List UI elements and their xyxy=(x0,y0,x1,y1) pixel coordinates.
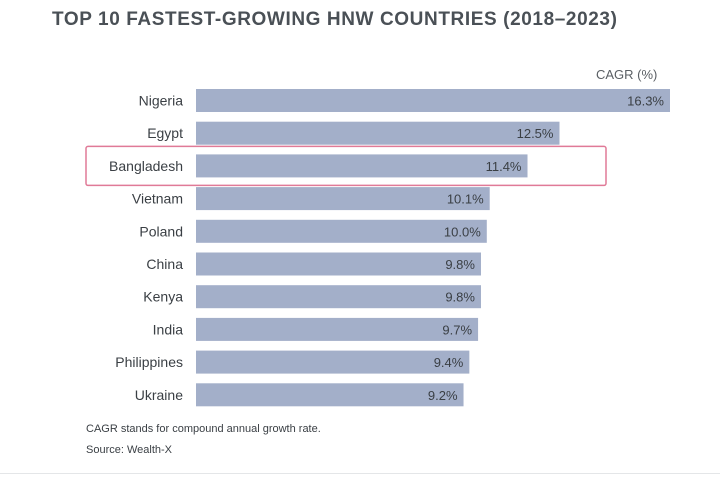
footnote-source: Source: Wealth-X xyxy=(86,444,173,456)
category-label: Egypt xyxy=(147,125,183,141)
value-label: 10.0% xyxy=(444,224,481,239)
category-label: Bangladesh xyxy=(109,158,183,174)
value-label: 9.4% xyxy=(434,355,464,370)
category-label: Kenya xyxy=(143,289,183,305)
value-label: 10.1% xyxy=(447,192,484,207)
value-label: 9.2% xyxy=(428,388,458,403)
chart-title: TOP 10 FASTEST-GROWING HNW COUNTRIES (20… xyxy=(52,9,618,30)
value-label: 9.8% xyxy=(445,257,475,272)
bar-india xyxy=(196,317,479,341)
highlight-box xyxy=(85,145,607,187)
category-label: Ukraine xyxy=(135,387,183,403)
category-label: Philippines xyxy=(115,354,183,370)
value-label: 16.3% xyxy=(627,94,664,109)
bar-vietnam xyxy=(196,187,490,211)
category-label: Poland xyxy=(139,223,183,239)
category-label: China xyxy=(146,256,183,272)
unit-label: CAGR (%) xyxy=(596,67,658,82)
bar-egypt xyxy=(196,121,560,145)
value-label: 11.4% xyxy=(486,159,522,174)
bar-poland xyxy=(196,219,487,243)
bar-chart: Nigeria 16.3% Egypt 12.5% Bangladesh 11.4% Vie… xyxy=(85,89,670,407)
bar-ukraine xyxy=(196,383,464,407)
value-label: 12.5% xyxy=(517,126,554,141)
bottom-divider xyxy=(0,473,720,474)
category-label: Nigeria xyxy=(139,93,184,109)
bar-nigeria xyxy=(196,89,670,112)
bar-philippines xyxy=(196,350,470,374)
value-label: 9.7% xyxy=(442,322,472,337)
category-label: India xyxy=(153,321,184,337)
footnote-definition: CAGR stands for compound annual growth r… xyxy=(86,423,321,435)
category-label: Vietnam xyxy=(132,191,183,207)
bar-bangladesh xyxy=(196,154,528,178)
value-label: 9.8% xyxy=(445,290,475,305)
bar-kenya xyxy=(196,285,481,309)
bar-china xyxy=(196,252,481,276)
